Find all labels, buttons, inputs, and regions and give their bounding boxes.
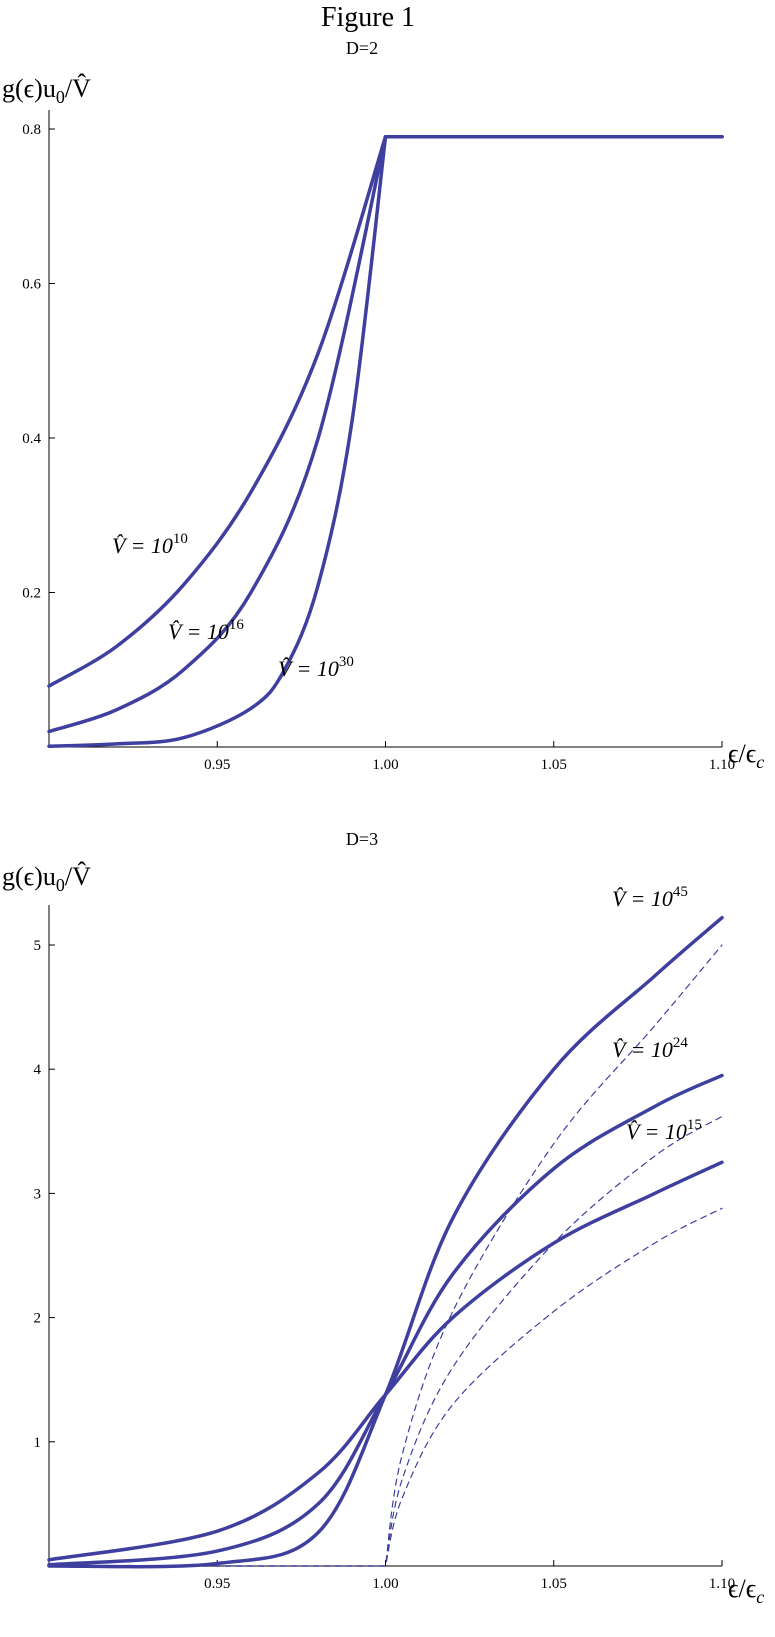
series-line bbox=[47, 915, 724, 1569]
series-line-dashed bbox=[48, 944, 723, 1567]
series-label: V̂ = 1045 bbox=[612, 884, 688, 911]
chart-title-d2: D=2 bbox=[346, 38, 378, 58]
y-tick-label: 1 bbox=[34, 1435, 42, 1451]
y-tick-label: 0.2 bbox=[22, 586, 41, 602]
series-label: V̂ = 1010 bbox=[112, 531, 188, 558]
series-line-dashed bbox=[48, 1207, 723, 1567]
x-axis-label-d2: ϵ/ϵc bbox=[728, 739, 764, 772]
y-tick-label: 0.6 bbox=[22, 277, 41, 293]
series-label: V̂ = 1015 bbox=[626, 1117, 702, 1144]
y-tick-label: 4 bbox=[34, 1062, 42, 1078]
y-axis-label-d3: g(ϵ)u0/V̂ bbox=[2, 862, 91, 895]
y-tick-label: 0.4 bbox=[22, 431, 41, 447]
series-label: V̂ = 1024 bbox=[612, 1035, 688, 1062]
series-line-dashed bbox=[48, 1115, 723, 1567]
x-tick-label: 0.95 bbox=[204, 1576, 230, 1592]
x-tick-label: 1.05 bbox=[541, 1576, 567, 1592]
series-line bbox=[47, 134, 724, 688]
x-tick-label: 1.05 bbox=[541, 757, 567, 773]
series-label: V̂ = 1030 bbox=[278, 654, 354, 681]
chart-panel-d2: D=2 g(ϵ)u0/V̂ ϵ/ϵc 0.95 1.00 1.05 1.10 0.2 0.… bbox=[2, 38, 764, 773]
series-line bbox=[47, 1160, 724, 1562]
x-tick-label: 0.95 bbox=[204, 757, 230, 773]
y-axis-label-d2: g(ϵ)u0/V̂ bbox=[2, 74, 91, 107]
x-axis-label-d3: ϵ/ϵc bbox=[728, 1574, 764, 1607]
series-line bbox=[47, 1073, 724, 1567]
series-label: V̂ = 1016 bbox=[168, 617, 244, 644]
x-tick-label: 1.00 bbox=[372, 757, 398, 773]
chart-title-d3: D=3 bbox=[346, 829, 378, 849]
y-tick-label: 0.8 bbox=[22, 122, 41, 138]
series-line bbox=[47, 134, 724, 734]
y-tick-label: 5 bbox=[34, 938, 42, 954]
x-tick-label: 1.10 bbox=[709, 1576, 735, 1592]
series-line bbox=[47, 134, 724, 748]
y-tick-label: 3 bbox=[34, 1186, 42, 1202]
chart-panel-d3: D=3 g(ϵ)u0/V̂ ϵ/ϵc 0.95 1.00 1.05 1.10 1 2 3 4 5… bbox=[2, 829, 764, 1607]
y-tick-label: 2 bbox=[34, 1311, 42, 1327]
x-tick-label: 1.10 bbox=[709, 757, 735, 773]
figure-title: Figure 1 bbox=[321, 2, 415, 33]
x-tick-label: 1.00 bbox=[372, 1576, 398, 1592]
